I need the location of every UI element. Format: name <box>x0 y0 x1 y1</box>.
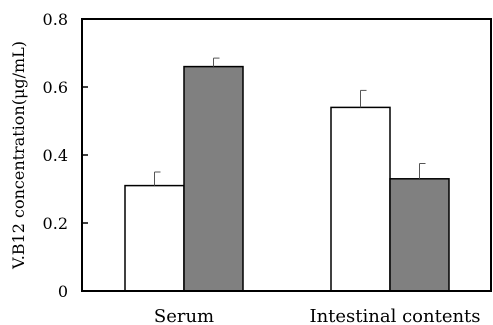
x-category-label: Intestinal contents <box>309 306 480 325</box>
bars <box>124 65 450 292</box>
x-axis-category-labels: Serum Intestinal contents <box>154 306 481 325</box>
bar <box>330 106 391 292</box>
error-bars <box>154 57 426 186</box>
y-tick-label: 0.8 <box>43 10 68 29</box>
y-tick-label: 0.4 <box>43 146 68 165</box>
y-axis-title: V.B12 concentration(μg/mL) <box>9 41 28 270</box>
bar <box>389 178 450 292</box>
bar <box>124 184 185 292</box>
x-category-label: Serum <box>154 306 214 325</box>
y-tick-label: 0.6 <box>43 78 68 97</box>
bar <box>183 65 244 292</box>
y-axis-tick-labels: 0 0.2 0.4 0.6 0.8 <box>43 10 68 301</box>
plot-frame <box>81 18 492 292</box>
y-tick-label: 0 <box>58 282 68 301</box>
y-tick-label: 0.2 <box>43 214 68 233</box>
